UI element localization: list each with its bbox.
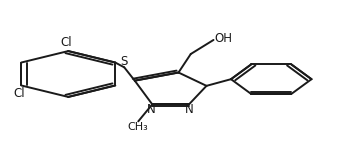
Text: OH: OH — [214, 32, 232, 45]
Text: CH₃: CH₃ — [127, 122, 148, 132]
Text: N: N — [186, 103, 194, 116]
Text: N: N — [147, 103, 156, 116]
Text: Cl: Cl — [61, 36, 72, 49]
Text: S: S — [120, 55, 128, 68]
Text: Cl: Cl — [14, 87, 25, 100]
